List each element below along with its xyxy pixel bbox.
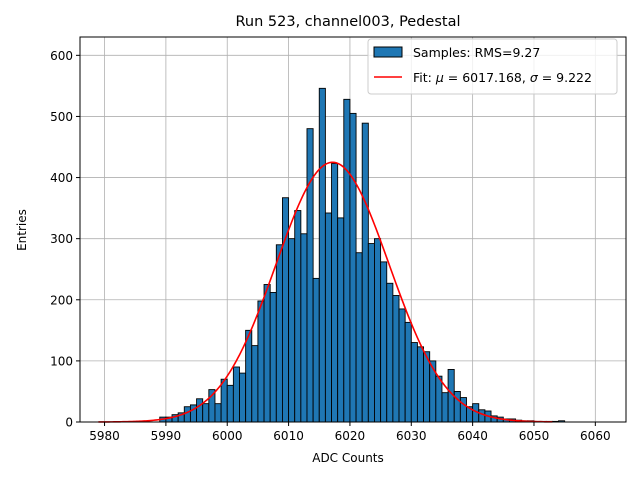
histogram-bar	[312, 277, 320, 423]
histogram-bar	[453, 390, 461, 423]
histogram-bar	[318, 87, 326, 423]
x-tick-label: 6020	[335, 429, 366, 443]
histogram-bar	[232, 366, 240, 423]
fit-curve-layer	[98, 161, 553, 423]
histogram-bar	[380, 261, 388, 423]
plot-frame	[79, 36, 627, 423]
histogram-bar	[478, 409, 486, 423]
histogram-bar	[269, 291, 277, 423]
histogram-bars	[159, 87, 566, 423]
legend-box	[367, 38, 618, 95]
histogram-bar	[226, 384, 234, 423]
x-tick-label: 6010	[273, 429, 304, 443]
histogram-bar	[324, 212, 332, 423]
histogram-bar	[374, 238, 382, 423]
histogram-bar	[404, 321, 412, 423]
histogram-bar	[367, 243, 375, 423]
y-tick-label: 200	[50, 293, 73, 307]
legend-histogram-label: Samples: RMS=9.27	[413, 45, 540, 60]
y-tick-label: 300	[50, 232, 73, 246]
y-tick-label: 500	[50, 110, 73, 124]
histogram-bar	[294, 210, 302, 423]
histogram-bar	[361, 122, 369, 423]
histogram-bar	[239, 372, 247, 423]
histogram-bar	[183, 406, 191, 423]
histogram-bar	[306, 128, 314, 423]
x-tick-label: 6030	[396, 429, 427, 443]
chart-title: Run 523, channel003, Pedestal	[235, 14, 460, 30]
y-axis-title: Entries	[15, 209, 29, 251]
legend-histogram-swatch	[373, 46, 403, 58]
histogram-bar	[202, 403, 210, 423]
histogram-bar	[220, 378, 228, 423]
histogram-bar	[263, 284, 271, 423]
x-axis-title: ADC Counts	[312, 451, 384, 465]
histogram-bar	[349, 112, 357, 423]
histogram-bar	[300, 233, 308, 423]
x-axis-ticks: 5980 5990 6000 6010 6020 6030 6040 6050 6060	[89, 422, 611, 443]
y-tick-label: 600	[50, 49, 73, 63]
histogram-bar	[392, 295, 400, 423]
histogram-bar	[441, 392, 449, 423]
legend-fit-label: Fit: μ = 6017.168, σ = 9.222	[413, 70, 592, 85]
histogram-bar	[245, 329, 253, 423]
y-tick-label: 100	[50, 354, 73, 368]
y-axis-ticks: 0 100 200 300 400 500 600	[50, 49, 80, 430]
histogram-bar	[251, 345, 259, 423]
histogram-bar	[337, 217, 345, 423]
histogram-bar	[288, 238, 296, 423]
legend: Samples: RMS=9.27 Fit: μ = 6017.168, σ =…	[367, 38, 618, 95]
x-tick-label: 6060	[580, 429, 611, 443]
histogram-bar	[410, 342, 418, 423]
histogram-bar	[386, 282, 394, 423]
fit-curve	[98, 161, 553, 423]
x-tick-label: 6050	[519, 429, 550, 443]
axes	[79, 36, 627, 423]
histogram-bar	[331, 163, 339, 423]
histogram-bar	[275, 244, 283, 423]
histogram-bar	[398, 308, 406, 423]
histogram-bar	[435, 375, 443, 423]
x-tick-label: 6000	[212, 429, 243, 443]
histogram-bar	[459, 397, 467, 423]
histogram-bar	[257, 300, 265, 423]
y-tick-label: 400	[50, 171, 73, 185]
y-tick-label: 0	[65, 416, 73, 430]
x-tick-label: 5980	[89, 429, 120, 443]
histogram-bar	[343, 98, 351, 423]
x-tick-label: 5990	[151, 429, 182, 443]
histogram-bar	[196, 398, 204, 423]
histogram-bar	[416, 346, 425, 423]
histogram-bar	[214, 403, 222, 423]
histogram-bar	[355, 252, 363, 423]
x-tick-label: 6040	[457, 429, 488, 443]
